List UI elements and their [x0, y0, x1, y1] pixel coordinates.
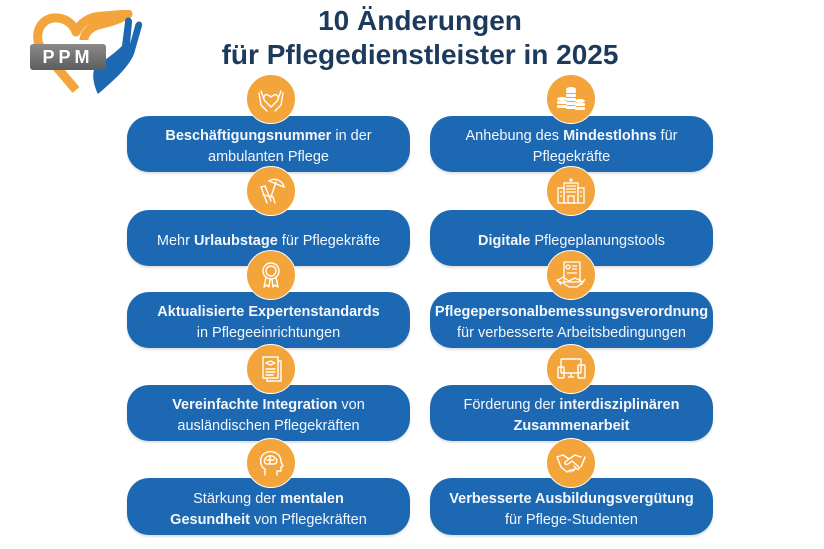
item-7-bold: Digitale	[477, 232, 531, 249]
item-1-line2: ambulanten Pflege	[208, 149, 329, 165]
item-6-pre: Anhebung des	[465, 128, 564, 144]
change-item-1: Beschäftigungsnummer in der ambulanten Pf…	[127, 116, 410, 172]
item-5-line2-bold: Gesundheit	[170, 511, 250, 528]
item-1-text: in der	[331, 128, 372, 144]
handshake-icon	[546, 438, 596, 488]
brain-head-icon	[246, 438, 296, 488]
item-5-bold: mentalen	[280, 490, 344, 507]
item-1-bold: Beschäftigungsnummer	[165, 128, 332, 144]
item-9-bold: interdisziplinären	[559, 397, 680, 413]
logo-text: PPM	[30, 44, 106, 70]
page-title: 10 Änderungen für Pflegedienstleister in…	[170, 4, 670, 72]
item-4-line2: ausländischen Pflegekräften	[177, 418, 360, 434]
item-10-line2: für Pflege-Studenten	[504, 511, 638, 528]
change-item-8: Pflegepersonalbemessungsverordnung für ve…	[430, 292, 713, 348]
item-5-pre: Stärkung der	[193, 490, 281, 507]
document-graduation-icon	[246, 344, 296, 394]
change-item-3: Aktualisierte Expertenstandards in Pflege…	[127, 292, 410, 348]
item-8-line2: für verbesserte Arbeitsbedingungen	[457, 325, 686, 341]
item-6-bold: Mindestlohns	[563, 128, 657, 144]
title-line-2: für Pflegedienstleister in 2025	[221, 39, 619, 70]
item-4-bold: Vereinfachte Integration	[172, 397, 338, 413]
item-9-pre: Förderung der	[463, 397, 560, 413]
item-3-line2: in Pflegeeinrichtungen	[196, 325, 341, 341]
award-ribbon-icon	[246, 250, 296, 300]
change-item-6: Anhebung des Mindestlohns für Pflegekräft…	[430, 116, 713, 172]
item-6-text: für	[656, 128, 678, 144]
contract-handshake-icon	[546, 250, 596, 300]
item-5-line2: von Pflegekräften	[249, 511, 367, 528]
beach-chair-icon	[246, 166, 296, 216]
item-9-line2-bold: Zusammenarbeit	[513, 418, 630, 434]
hospital-building-icon	[546, 166, 596, 216]
coins-stack-icon	[546, 74, 596, 124]
item-10-bold: Verbesserte Ausbildungsvergütung	[449, 490, 694, 507]
heart-hand-icon	[33, 10, 143, 94]
change-item-9: Förderung der interdisziplinären Zusammen…	[430, 385, 713, 441]
hands-heart-icon	[246, 74, 296, 124]
item-7-text: Pflegeplanungstools	[530, 232, 665, 249]
item-2-text: für Pflegekräfte	[277, 232, 381, 249]
item-8-bold: Pflegepersonalbemessungsverordnung	[434, 304, 709, 320]
ppm-logo: PPM	[14, 10, 146, 98]
item-4-text: von	[337, 397, 365, 413]
title-line-1: 10 Änderungen	[318, 5, 522, 36]
devices-icon	[546, 344, 596, 394]
item-3-bold: Aktualisierte Expertenstandards	[157, 304, 380, 320]
change-item-4: Vereinfachte Integration von ausländische…	[127, 385, 410, 441]
item-2-bold: Urlaubstage	[193, 232, 278, 249]
item-6-line2: Pflegekräfte	[532, 149, 611, 165]
item-2-pre: Mehr	[156, 232, 194, 249]
